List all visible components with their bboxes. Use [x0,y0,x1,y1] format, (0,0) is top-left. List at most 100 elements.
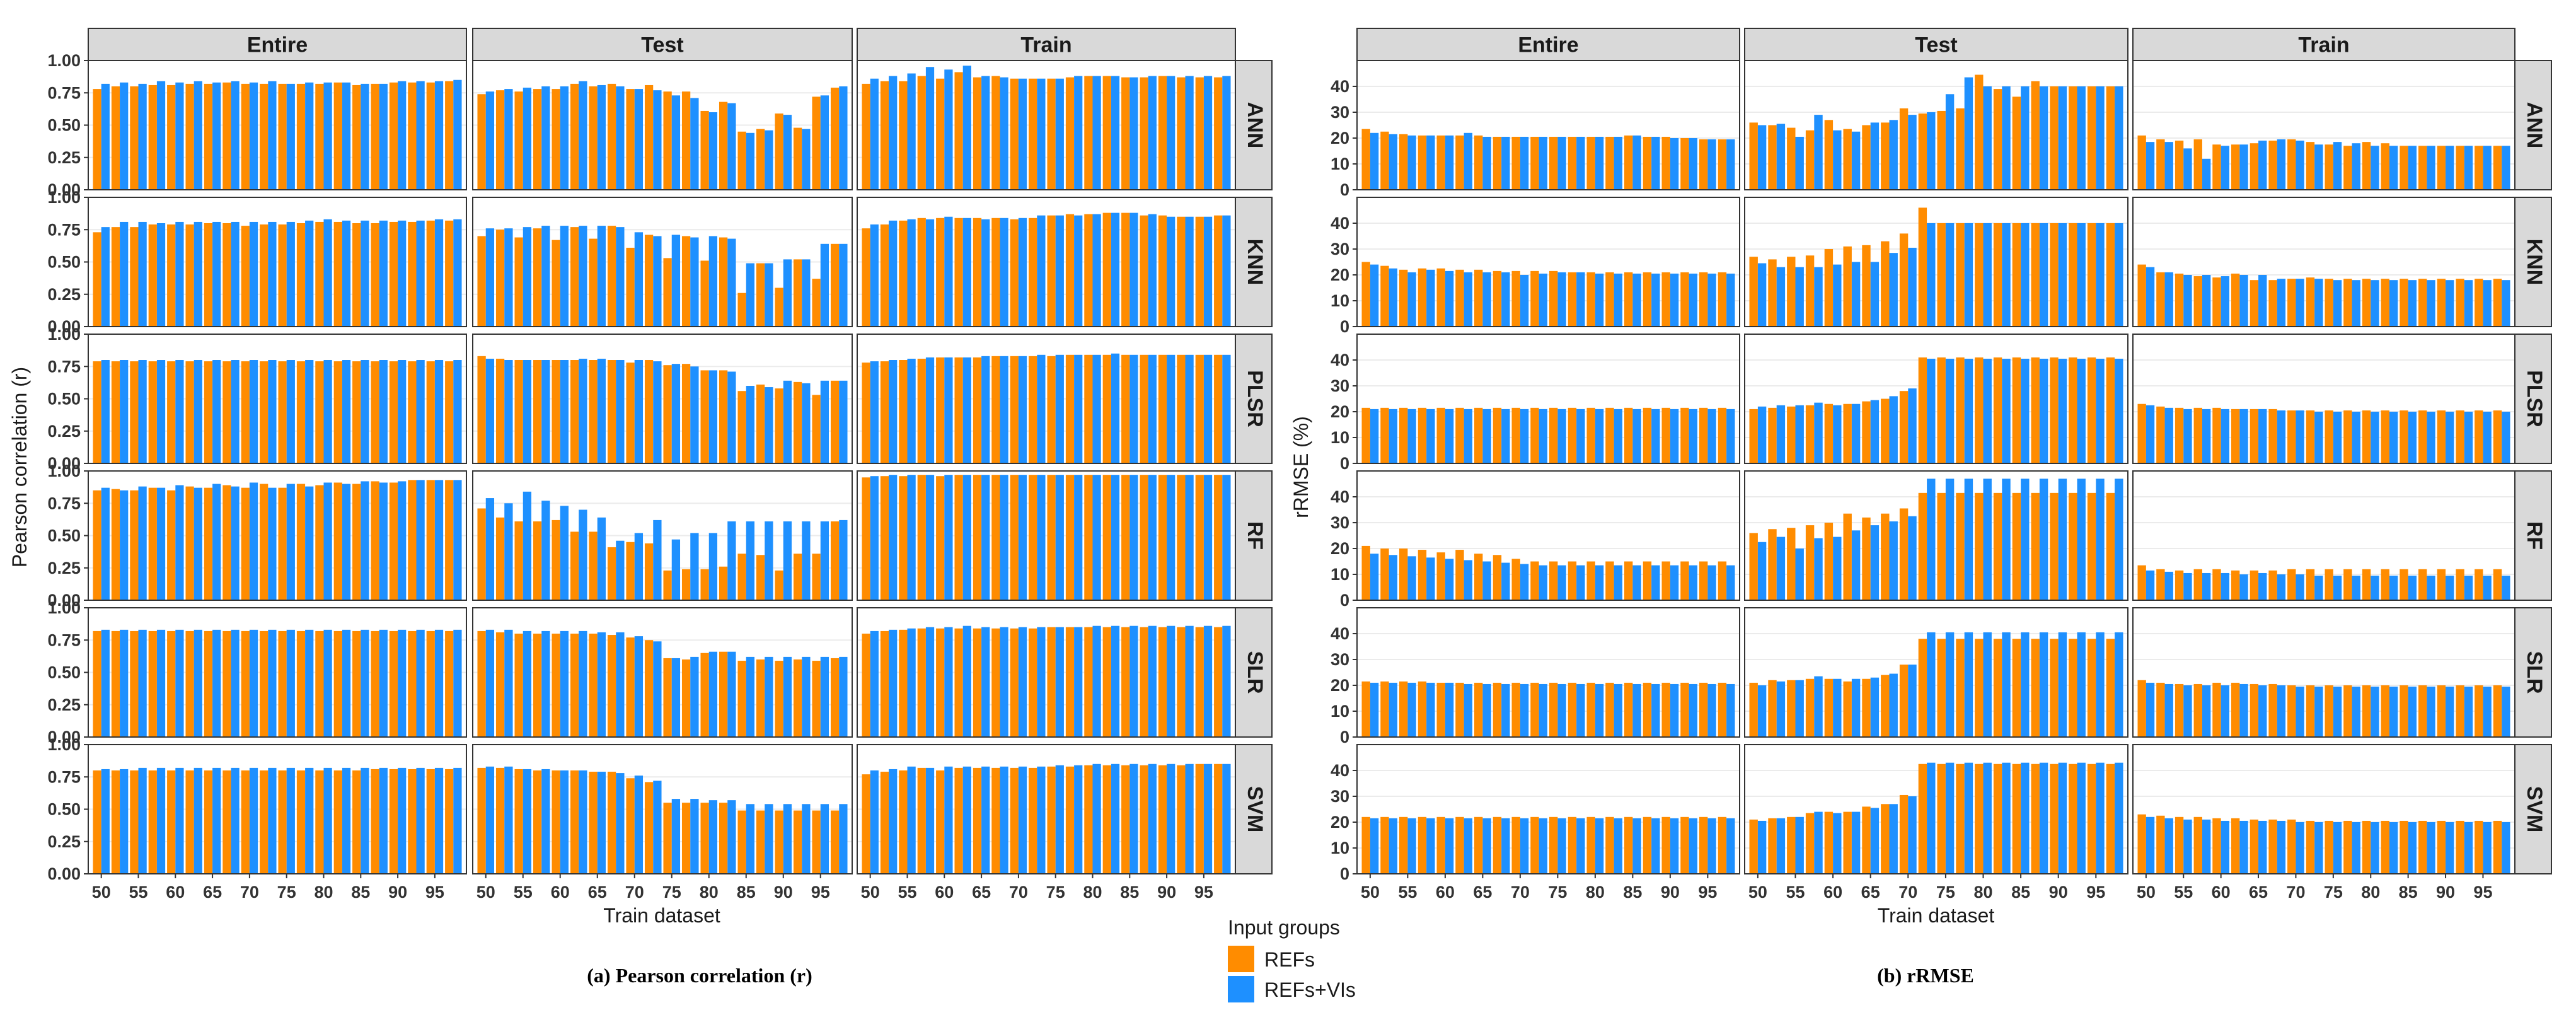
bar-refs-vis [2464,146,2473,190]
bar-refs [880,476,889,600]
bar-refs [2268,409,2277,463]
bar-refs [148,487,157,600]
bar-refs [700,260,709,327]
bar-refs-vis [1407,682,1416,737]
bar-refs-vis [1000,766,1008,874]
bar-refs-vis [690,533,699,600]
bar-refs [1029,767,1037,874]
bar-refs [1586,136,1595,190]
bar-refs [185,361,194,463]
bar-refs [445,361,454,463]
bar-refs-vis [2258,275,2267,327]
bar-refs-vis [2221,820,2230,874]
bar-refs-vis [1757,125,1767,190]
bar-refs [1805,255,1815,327]
bar-refs [954,72,963,190]
bar-refs [1993,639,2002,737]
bar-refs [1399,407,1408,463]
bar-refs-vis [708,800,718,874]
bar-refs-vis [2333,142,2342,190]
bar-refs [1881,804,1890,874]
bar-refs [1361,262,1370,327]
bar-refs-vis [1370,409,1379,463]
bar-refs [1140,215,1148,327]
bar-refs-vis [2464,576,2473,600]
bar-refs-vis [1795,136,1804,190]
bar-refs-vis [1426,557,1435,600]
chart-rrmse: Entire Test TrainANN010203040KNN010203040P… [1290,28,2552,927]
bar-refs [570,227,579,327]
bar-refs [2493,569,2502,600]
bar-refs-vis [175,485,184,600]
bar-refs [737,391,746,463]
bar-refs [1937,492,1946,600]
y-tick-label: 0.25 [47,148,81,167]
bar-refs [1029,78,1037,190]
bar-refs [1624,407,1633,463]
bar-refs [2418,685,2427,737]
bar-refs [2381,143,2389,190]
bar-refs [93,361,101,463]
x-tick-label: 70 [240,883,259,902]
bar-refs [93,770,101,874]
bar-refs [2231,818,2240,874]
bar-refs-vis [1851,131,1861,190]
bar-refs-vis [1167,76,1175,190]
bar-refs-vis [1707,565,1716,600]
bar-refs-vis [560,226,569,327]
bar-refs-vis [2408,687,2417,737]
bar-refs-vis [323,219,332,327]
bar-refs-vis [416,360,425,463]
bar-refs [2031,223,2040,327]
bar-refs-vis [2314,687,2323,737]
bar-refs [626,89,635,190]
bar-refs-vis [1445,682,1454,737]
bar-refs-vis [1908,388,1917,463]
bar-refs [445,81,454,190]
bar-refs-vis [727,651,736,737]
bar-refs [2031,764,2040,874]
bar-refs-vis [2221,276,2230,327]
bar-refs-vis [2296,141,2304,190]
bar-refs-vis [434,629,444,737]
bar-refs-vis [453,219,462,327]
bar-refs [2106,86,2115,190]
bar-refs-vis [2427,280,2435,327]
bar-refs-vis [2183,275,2192,327]
bar-refs-vis [305,486,314,600]
bar-refs-vis [1576,818,1585,874]
bar-refs [371,223,379,327]
bar-refs-vis [1632,565,1641,600]
bar-refs [917,767,926,874]
bar-refs-vis [398,81,407,190]
bar-refs-vis [1222,475,1231,600]
column-strip-test [1744,28,2128,61]
bar-refs-vis [2115,86,2123,190]
bar-refs-vis [1707,683,1716,737]
bar-refs [1899,665,1909,737]
bar-refs [333,82,342,190]
panel-border [2132,197,2515,327]
bar-refs [737,293,746,327]
bar-refs-vis [523,630,532,737]
bar-refs-vis [120,360,129,463]
bar-refs-vis [1689,683,1698,737]
bar-refs [296,484,306,600]
bar-refs [477,356,486,463]
bar-refs-vis [2314,822,2323,874]
bar-refs-vis [323,629,332,737]
bar-refs-vis [2296,279,2304,327]
bar-refs [1787,257,1796,327]
bar-refs-vis [1000,475,1008,600]
bar-refs-vis [727,521,736,600]
bar-refs-vis [1092,475,1101,600]
bar-refs [1436,682,1445,737]
bar-refs-vis [2333,687,2342,737]
bar-refs-vis [2058,223,2067,327]
bar-refs-vis [249,629,258,737]
bar-refs-vis [1983,223,1992,327]
bar-refs [2493,685,2502,737]
bar-refs [1065,77,1075,190]
bar-refs [2306,820,2315,874]
bar-refs [1380,681,1389,737]
